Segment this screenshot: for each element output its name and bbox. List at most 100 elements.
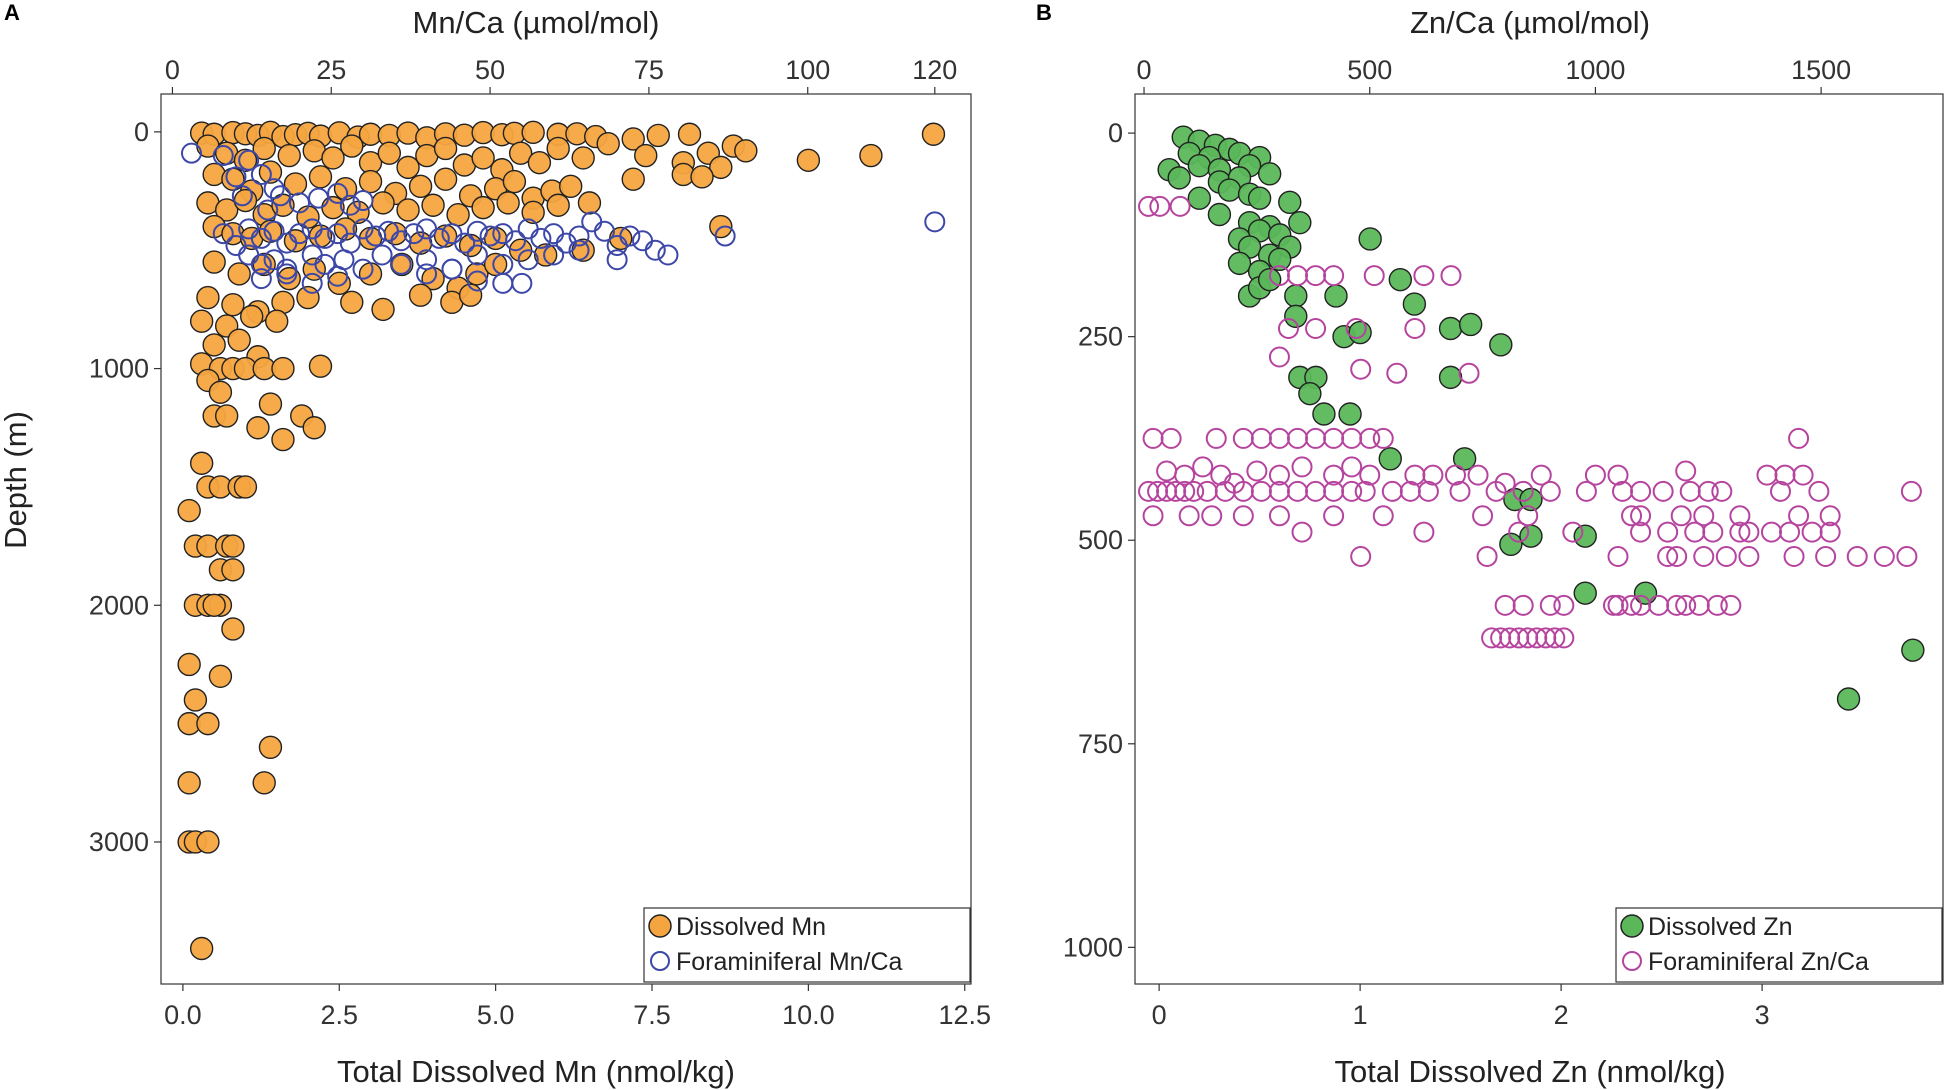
- foram-point-b: [1341, 427, 1363, 449]
- dissolved-point-a: [433, 136, 458, 161]
- dissolved-point-a: [308, 165, 333, 189]
- foram-point-a: [511, 272, 533, 294]
- y-tick-label: 1000: [1063, 932, 1123, 962]
- foram-point-b: [1607, 546, 1629, 568]
- foram-point-b: [1363, 265, 1385, 287]
- dissolved-point-a: [196, 711, 220, 736]
- foram-point-b: [1138, 195, 1160, 217]
- foram-point-b: [1756, 464, 1778, 486]
- dissolved-point-a: [496, 191, 520, 215]
- foram-point-a: [517, 249, 539, 271]
- foram-point-b: [1715, 546, 1737, 568]
- foram-point-b: [1277, 318, 1299, 340]
- dissolved-point-b: [1573, 581, 1597, 605]
- foram-point-b: [1404, 318, 1426, 340]
- dissolved-point-b: [1247, 186, 1272, 210]
- panel-a: A 0.0 2.5 5.0 7.5 10.0 12.5 0 25 50 75 100 120 0 1000…: [0, 0, 991, 1089]
- foram-point-b: [1268, 427, 1290, 449]
- foram-point-a: [250, 227, 272, 249]
- dissolved-point-a: [221, 617, 245, 641]
- foram-point-b: [1539, 480, 1561, 502]
- dissolved-point-a: [296, 285, 320, 310]
- foram-point-b: [1630, 521, 1652, 543]
- dissolved-point-b: [1298, 381, 1322, 406]
- dissolved-point-b: [1257, 162, 1282, 186]
- dissolved-point-b: [1227, 251, 1252, 276]
- foram-point-b: [1142, 427, 1164, 449]
- foram-point-b: [1287, 427, 1309, 449]
- foram-point-b: [1323, 505, 1345, 527]
- dissolved-point-a: [734, 139, 758, 163]
- y-tick-label: 750: [1078, 729, 1123, 759]
- dissolved-point-b: [1489, 333, 1513, 357]
- foram-point-b: [1305, 318, 1327, 340]
- dissolved-point-a: [408, 174, 433, 199]
- foram-point-b: [1305, 265, 1327, 287]
- foram-point-b: [1160, 427, 1182, 449]
- dissolved-point-a: [214, 198, 239, 222]
- foram-point-b: [1621, 505, 1643, 527]
- dissolved-point-a: [227, 328, 251, 352]
- foram-point-b: [1372, 427, 1394, 449]
- foram-point-b: [1287, 265, 1309, 287]
- dissolved-point-b: [1573, 524, 1597, 548]
- foram-point-b: [1607, 594, 1629, 616]
- foram-point-b: [1350, 546, 1372, 568]
- foram-point-a: [714, 225, 736, 247]
- foram-point-b: [1584, 464, 1606, 486]
- foram-point-b: [1760, 521, 1782, 543]
- foram-point-b: [1819, 521, 1841, 543]
- dissolved-point-a: [221, 534, 245, 558]
- axis-ticks-b: 0 1 2 3 0 500 1000 1500 0 250 500 750 1000: [1063, 55, 1851, 1030]
- dissolved-point-b: [1388, 267, 1413, 292]
- foram-point-b: [1873, 546, 1895, 568]
- y-tick-label: 3000: [89, 827, 149, 857]
- foram-point-a: [466, 244, 488, 266]
- foram-point-b: [1472, 505, 1494, 527]
- foram-point-a: [403, 223, 425, 245]
- plot-frame-a: [160, 93, 972, 985]
- foram-point-b: [1458, 362, 1480, 384]
- dissolved-point-a: [621, 167, 645, 191]
- foram-point-a: [212, 145, 234, 167]
- foram-point-b: [1232, 427, 1254, 449]
- foram-point-a: [593, 220, 615, 242]
- dissolved-point-a: [258, 392, 283, 416]
- dissolved-point-a: [214, 404, 239, 428]
- foram-point-a: [492, 272, 514, 294]
- dissolved-point-a: [227, 262, 251, 286]
- foram-point-a: [212, 223, 234, 245]
- foram-point-b: [1657, 546, 1679, 568]
- foram-point-b: [1675, 594, 1697, 616]
- dissolved-point-a: [271, 427, 295, 452]
- foram-point-b: [1612, 480, 1634, 502]
- dissolved-point-a: [433, 224, 458, 248]
- foram-point-b: [1900, 480, 1922, 502]
- x-top-tick-label: 50: [475, 55, 505, 85]
- foram-point-a: [644, 239, 666, 261]
- y-tick-label: 0: [1108, 118, 1123, 148]
- dissolved-point-b: [1288, 210, 1312, 235]
- foram-point-b: [1711, 480, 1733, 502]
- dissolved-point-a: [546, 193, 570, 217]
- foram-point-b: [1575, 480, 1597, 502]
- foram-point-a: [619, 225, 641, 247]
- data-points-b: [1138, 125, 1925, 711]
- foram-point-a: [555, 232, 577, 254]
- y-tick-label: 500: [1078, 525, 1123, 555]
- foram-point-b: [1693, 546, 1715, 568]
- foram-point-a: [276, 258, 298, 280]
- foram-point-b: [1268, 505, 1290, 527]
- dissolved-point-a: [327, 271, 351, 296]
- foram-point-b: [1706, 594, 1728, 616]
- dissolved-point-b: [1499, 532, 1523, 556]
- dissolved-point-a: [577, 191, 602, 215]
- legend-box-a: [643, 907, 971, 983]
- foram-point-b: [1679, 480, 1701, 502]
- foram-point-b: [1341, 456, 1363, 478]
- foram-point-a: [352, 218, 374, 240]
- dissolved-point-a: [646, 123, 670, 148]
- dissolved-point-a: [202, 593, 226, 617]
- foram-point-b: [1607, 464, 1629, 486]
- axis-ticks-a: 0.0 2.5 5.0 7.5 10.0 12.5 0 25 50 75 100 120 0 1000 20…: [89, 55, 991, 1030]
